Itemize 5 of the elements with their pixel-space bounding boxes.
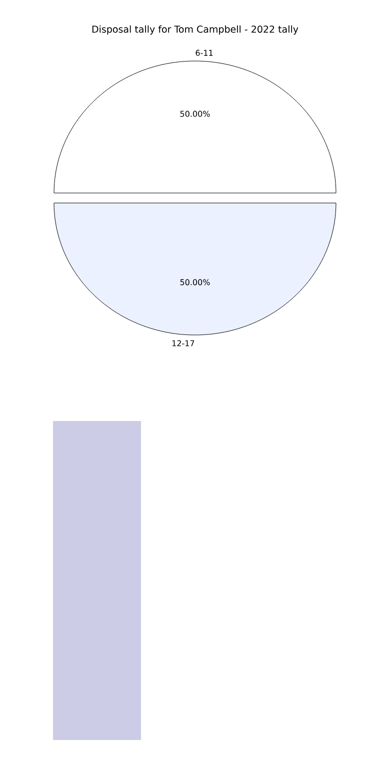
data-label: 50.00% (180, 279, 210, 286)
chart-title: Disposal tally for Tom Campbell - 2022 tally (92, 25, 298, 35)
data-label: 50.00% (180, 110, 210, 117)
slice-label: 12-17 (172, 340, 194, 346)
slice-label: 6-11 (196, 50, 213, 56)
